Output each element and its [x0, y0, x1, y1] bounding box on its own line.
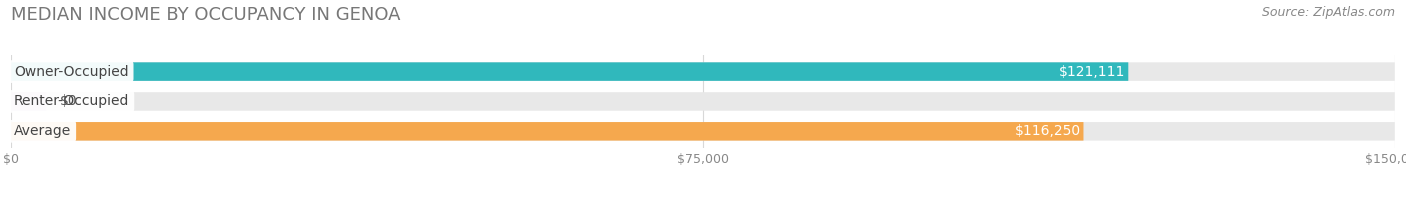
Text: $121,111: $121,111	[1059, 65, 1126, 79]
FancyBboxPatch shape	[11, 92, 1395, 111]
FancyBboxPatch shape	[11, 62, 1128, 81]
Text: Source: ZipAtlas.com: Source: ZipAtlas.com	[1261, 6, 1395, 19]
Text: $116,250: $116,250	[1015, 124, 1081, 138]
FancyBboxPatch shape	[11, 92, 46, 111]
FancyBboxPatch shape	[11, 122, 1395, 141]
Text: Renter-Occupied: Renter-Occupied	[14, 94, 129, 109]
Text: MEDIAN INCOME BY OCCUPANCY IN GENOA: MEDIAN INCOME BY OCCUPANCY IN GENOA	[11, 6, 401, 24]
Text: Owner-Occupied: Owner-Occupied	[14, 65, 128, 79]
Text: Average: Average	[14, 124, 72, 138]
Text: $0: $0	[60, 94, 77, 109]
FancyBboxPatch shape	[11, 122, 1084, 141]
FancyBboxPatch shape	[11, 62, 1395, 81]
